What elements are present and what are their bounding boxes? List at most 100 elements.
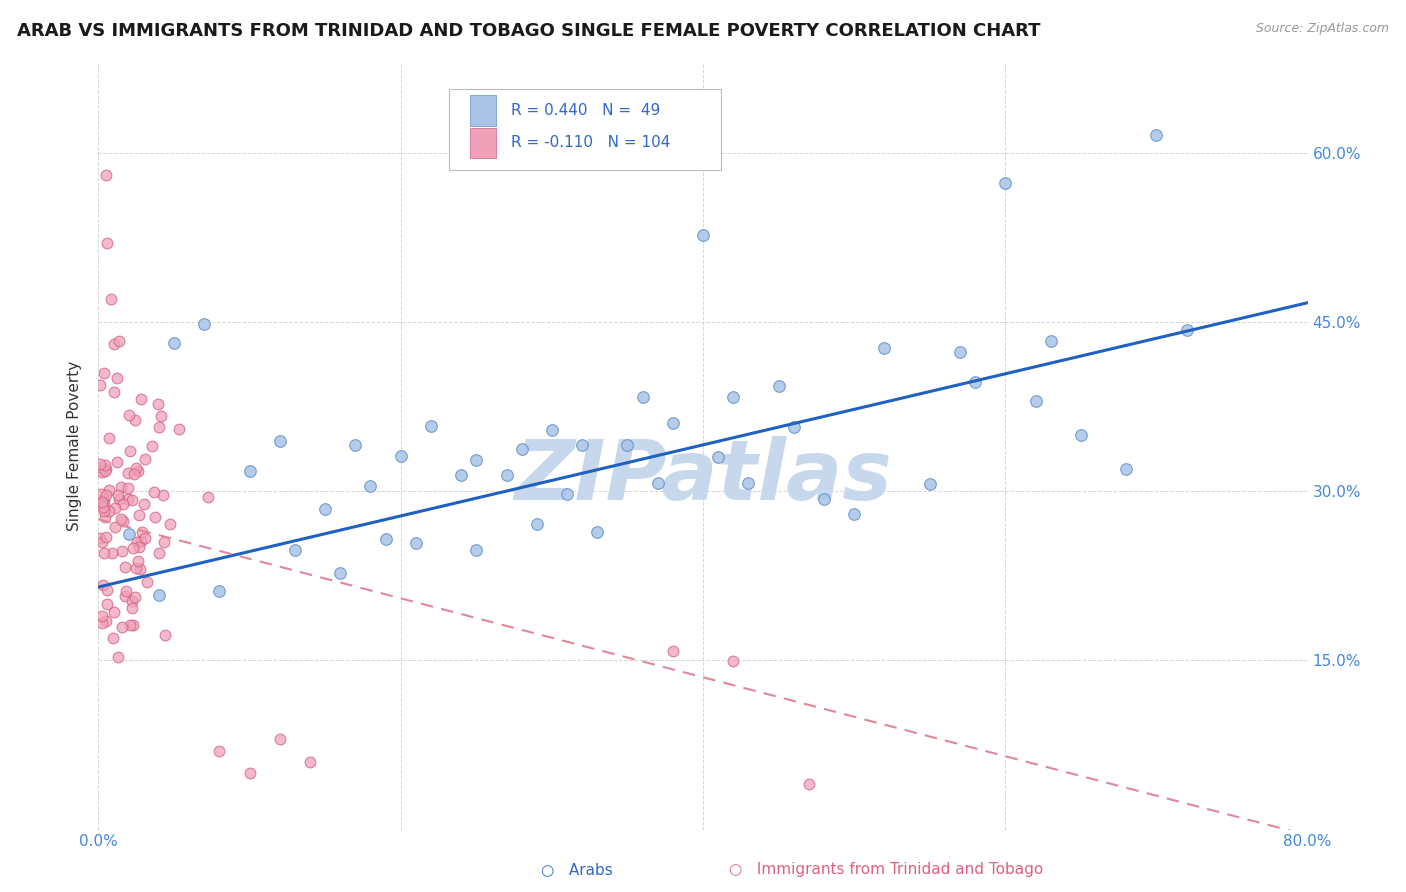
Point xyxy=(108,492,131,507)
Point xyxy=(526,517,548,532)
Point xyxy=(129,534,152,549)
Point xyxy=(107,650,129,665)
Point xyxy=(105,371,128,385)
FancyBboxPatch shape xyxy=(470,95,496,126)
Point xyxy=(1039,334,1062,349)
Point xyxy=(344,438,367,452)
Point xyxy=(134,452,156,467)
Point xyxy=(122,541,145,555)
Point xyxy=(510,442,533,456)
Point xyxy=(269,434,291,448)
Point xyxy=(117,481,139,495)
Point xyxy=(94,462,117,476)
Point xyxy=(110,480,132,494)
Point xyxy=(98,431,121,445)
Point xyxy=(114,589,136,603)
Text: Source: ZipAtlas.com: Source: ZipAtlas.com xyxy=(1256,22,1389,36)
Point xyxy=(115,583,138,598)
Point xyxy=(97,504,120,518)
Text: R = 0.440   N =  49: R = 0.440 N = 49 xyxy=(510,103,659,119)
Point xyxy=(96,583,118,598)
Y-axis label: Single Female Poverty: Single Female Poverty xyxy=(67,361,83,531)
Point xyxy=(555,487,578,501)
Point xyxy=(661,644,683,658)
Point xyxy=(94,614,117,628)
Point xyxy=(692,228,714,243)
Point xyxy=(89,378,111,392)
Point xyxy=(163,335,186,350)
Point xyxy=(96,530,118,544)
Point xyxy=(647,476,669,491)
Point xyxy=(783,420,806,434)
Point xyxy=(111,514,134,528)
Point xyxy=(284,542,307,557)
Text: R = -0.110   N = 104: R = -0.110 N = 104 xyxy=(510,136,671,151)
FancyBboxPatch shape xyxy=(470,128,496,158)
Point xyxy=(93,546,115,560)
Point xyxy=(141,439,163,453)
Point xyxy=(91,615,114,630)
Point xyxy=(405,535,427,549)
Point xyxy=(121,493,143,508)
Point xyxy=(132,498,155,512)
Point xyxy=(146,396,169,410)
Point xyxy=(1070,428,1092,442)
Point xyxy=(107,488,129,502)
Point xyxy=(111,497,134,511)
Point xyxy=(152,534,174,549)
Point xyxy=(873,341,896,355)
Point xyxy=(90,459,112,474)
Point xyxy=(389,449,412,463)
Point xyxy=(93,458,115,473)
Point xyxy=(91,535,114,549)
Point xyxy=(495,468,517,483)
Point xyxy=(159,517,181,532)
Point xyxy=(374,532,396,546)
Point xyxy=(918,476,941,491)
Point xyxy=(93,366,115,380)
Point xyxy=(450,468,472,483)
Point xyxy=(148,545,170,559)
Point xyxy=(91,493,114,508)
Point xyxy=(122,467,145,481)
Point xyxy=(94,168,117,182)
Point xyxy=(1175,323,1198,337)
Point xyxy=(269,732,291,747)
Point xyxy=(91,578,114,592)
Point xyxy=(586,524,609,539)
Point xyxy=(103,605,125,619)
Point xyxy=(118,444,141,458)
Point xyxy=(131,524,153,539)
Point xyxy=(108,334,131,348)
Point xyxy=(129,392,152,406)
Point xyxy=(148,420,170,434)
Point xyxy=(94,488,117,502)
Point xyxy=(661,416,683,430)
Point xyxy=(124,413,146,427)
Point xyxy=(90,495,112,509)
Point xyxy=(93,500,115,514)
Point xyxy=(117,466,139,480)
Point xyxy=(104,520,127,534)
Point xyxy=(949,345,972,359)
Point xyxy=(152,488,174,502)
FancyBboxPatch shape xyxy=(449,89,721,169)
Point xyxy=(121,594,143,608)
Point xyxy=(239,464,262,478)
Point xyxy=(110,512,132,526)
Point xyxy=(616,438,638,452)
Point xyxy=(121,601,143,615)
Point xyxy=(93,491,115,506)
Point xyxy=(723,655,745,669)
Point xyxy=(844,507,866,521)
Point xyxy=(965,376,987,390)
Point xyxy=(103,501,125,516)
Text: ARAB VS IMMIGRANTS FROM TRINIDAD AND TOBAGO SINGLE FEMALE POVERTY CORRELATION CH: ARAB VS IMMIGRANTS FROM TRINIDAD AND TOB… xyxy=(17,22,1040,40)
Point xyxy=(150,409,173,423)
Point xyxy=(571,438,593,452)
Point xyxy=(143,510,166,524)
Point xyxy=(314,501,336,516)
Point xyxy=(94,464,117,478)
Point xyxy=(299,755,322,769)
Point xyxy=(136,574,159,589)
